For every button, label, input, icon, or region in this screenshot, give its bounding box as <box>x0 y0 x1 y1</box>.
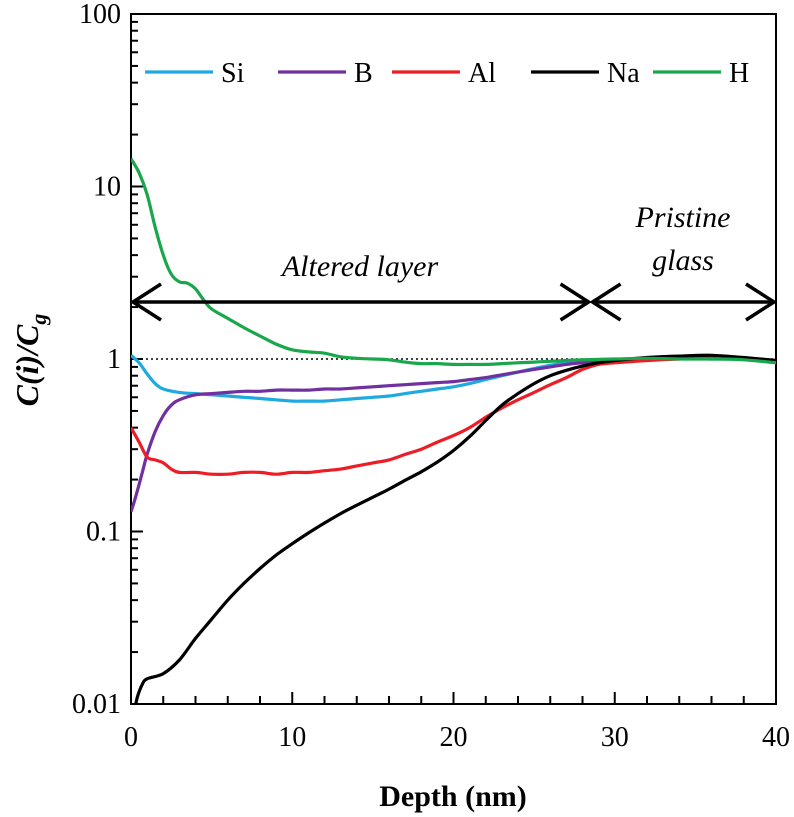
pristine-label-line2: glass <box>652 244 714 277</box>
pristine-label-line1: Pristine <box>635 201 731 234</box>
series-line-al <box>131 355 776 476</box>
series-line-b <box>131 355 776 513</box>
y-axis-title-sub: g <box>26 314 51 326</box>
x-axis-ticks: 0 10 20 30 40 <box>124 692 790 753</box>
altered-layer-annotation: Altered layer <box>280 250 439 283</box>
x-tick-label: 40 <box>762 722 790 753</box>
x-tick-label: 30 <box>601 722 629 753</box>
series-line-h <box>131 157 776 367</box>
x-axis-title: Depth (nm) <box>379 780 527 813</box>
y-axis-ticks: 0.01 0.1 1 10 100 <box>72 0 143 720</box>
pristine-glass-arrow <box>589 282 778 322</box>
y-tick-label: 0.1 <box>86 517 121 548</box>
x-tick-label: 0 <box>124 722 138 753</box>
y-tick-label: 10 <box>93 172 121 203</box>
series-line-si <box>131 354 776 403</box>
pristine-glass-annotation: Pristine glass <box>635 201 731 277</box>
series-lines <box>131 157 776 704</box>
legend-label-al: Al <box>468 58 496 89</box>
legend-label-h: H <box>729 58 749 89</box>
legend: Si B Al Na H <box>145 58 749 89</box>
x-tick-label: 20 <box>440 722 468 753</box>
series-line-na <box>134 353 776 704</box>
legend-label-na: Na <box>607 58 640 89</box>
y-tick-label: 1 <box>107 344 121 375</box>
y-tick-label: 0.01 <box>72 689 121 720</box>
x-tick-label: 10 <box>278 722 306 753</box>
legend-label-si: Si <box>221 58 245 89</box>
altered-layer-label: Altered layer <box>280 250 439 283</box>
region-arrows <box>129 282 778 322</box>
y-axis-title: C(i)/Cg <box>9 314 51 407</box>
y-axis-title-main: C(i)/C <box>9 324 45 406</box>
svg-text:C(i)/Cg: C(i)/Cg <box>9 314 51 407</box>
altered-layer-arrow <box>129 282 592 322</box>
y-tick-label: 100 <box>79 0 121 30</box>
legend-label-b: B <box>354 58 373 89</box>
